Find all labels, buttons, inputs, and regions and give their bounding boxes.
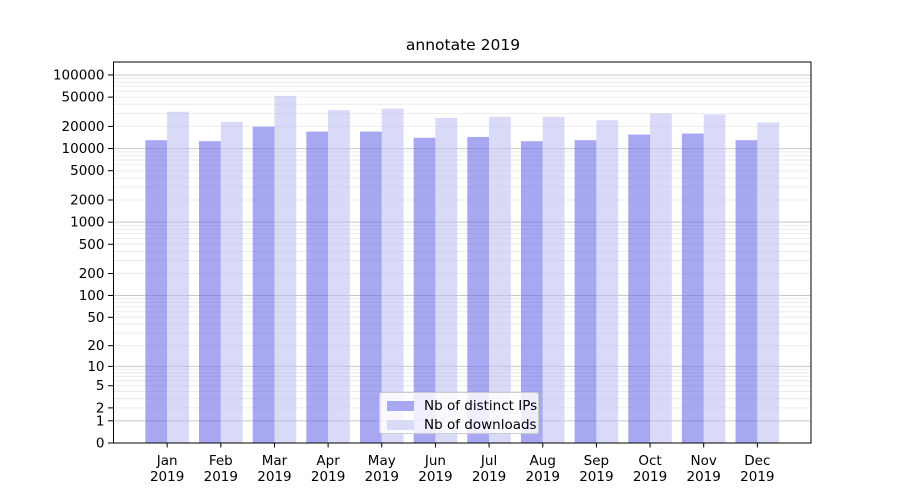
bar-downloads (757, 122, 780, 444)
x-tick-label-year: 2019 (204, 469, 238, 485)
x-tick-label-year: 2019 (257, 469, 291, 485)
y-tick-label: 500 (79, 237, 105, 253)
bar-distinct-ips (520, 141, 543, 443)
x-tick-label-year: 2019 (740, 469, 774, 485)
bar-downloads (703, 114, 726, 443)
chart-title: annotate 2019 (405, 36, 521, 54)
y-tick-label: 1000 (70, 215, 104, 231)
legend-item-distinct-ips: Nb of distinct IPs (387, 398, 538, 414)
x-tick-label-month: May (368, 453, 396, 469)
x-tick-label-month: Aug (530, 453, 556, 469)
bar-distinct-ips (359, 131, 382, 444)
bar-distinct-ips (681, 133, 704, 443)
y-tick-label: 100 (79, 288, 105, 304)
axes-spines (113, 61, 812, 444)
x-tick-label-year: 2019 (579, 469, 613, 485)
y-tick-label: 200 (79, 266, 105, 282)
y-tick-label: 5000 (70, 163, 104, 179)
x-tick-label-month: Sep (584, 453, 609, 469)
x-tick-label-year: 2019 (150, 469, 184, 485)
bar-downloads (489, 116, 511, 443)
bar-downloads (542, 116, 565, 443)
y-tick-label: 5 (96, 378, 105, 394)
x-tick-label-year: 2019 (311, 469, 345, 485)
bar-distinct-ips (735, 140, 758, 444)
y-tick-label: 0 (96, 436, 105, 452)
x-tick-label-month: Apr (316, 453, 340, 469)
y-tick-label: 50000 (62, 90, 105, 106)
y-tick-label: 100000 (53, 67, 105, 83)
y-tick-label: 20000 (62, 119, 105, 135)
bar-distinct-ips (467, 136, 490, 443)
bar-distinct-ips (145, 140, 168, 444)
bar-downloads (596, 120, 619, 443)
y-tick-label: 2 (96, 400, 105, 416)
x-tick-label-month: Mar (262, 453, 288, 469)
bar-distinct-ips (306, 131, 329, 444)
bar-downloads (435, 117, 458, 444)
legend-swatch-downloads (387, 420, 414, 430)
x-tick-label-year: 2019 (633, 469, 667, 485)
x-tick-label-month: Nov (691, 453, 717, 469)
bar-downloads (220, 121, 243, 443)
bar-distinct-ips (199, 141, 221, 443)
x-tick-label-year: 2019 (687, 469, 721, 485)
y-tick-label: 10 (87, 359, 104, 375)
bar-distinct-ips (252, 126, 275, 443)
legend-label-downloads: Nb of downloads (424, 417, 537, 433)
x-tick-label-month: Jun (424, 453, 446, 469)
y-tick-label: 10000 (62, 141, 105, 157)
bar-downloads (650, 113, 672, 443)
y-tick-label: 1 (96, 413, 105, 429)
bar-distinct-ips (574, 140, 597, 444)
x-tick-label-year: 2019 (472, 469, 506, 485)
bar-downloads (274, 95, 297, 444)
y-tick-label: 50 (87, 310, 104, 326)
bar-downloads (328, 110, 350, 443)
y-tick-label: 20 (87, 338, 104, 354)
bar-distinct-ips (413, 137, 436, 443)
bar-downloads (167, 111, 189, 443)
x-tick-label-month: Jan (156, 453, 178, 469)
x-tick-label-year: 2019 (365, 469, 399, 485)
legend: Nb of distinct IPs Nb of downloads (379, 392, 539, 434)
legend-item-downloads: Nb of downloads (387, 417, 538, 433)
x-tick-label-month: Dec (744, 453, 770, 469)
bar-distinct-ips (628, 134, 651, 444)
x-tick-label-month: Oct (638, 453, 661, 469)
x-tick-label-year: 2019 (418, 469, 452, 485)
legend-label-distinct-ips: Nb of distinct IPs (424, 398, 538, 414)
bar-downloads (381, 108, 404, 443)
legend-swatch-distinct-ips (387, 401, 414, 411)
x-tick-label-year: 2019 (526, 469, 560, 485)
x-tick-label-month: Feb (209, 453, 233, 469)
y-tick-label: 2000 (70, 193, 104, 209)
x-tick-label-month: Jul (480, 453, 497, 469)
